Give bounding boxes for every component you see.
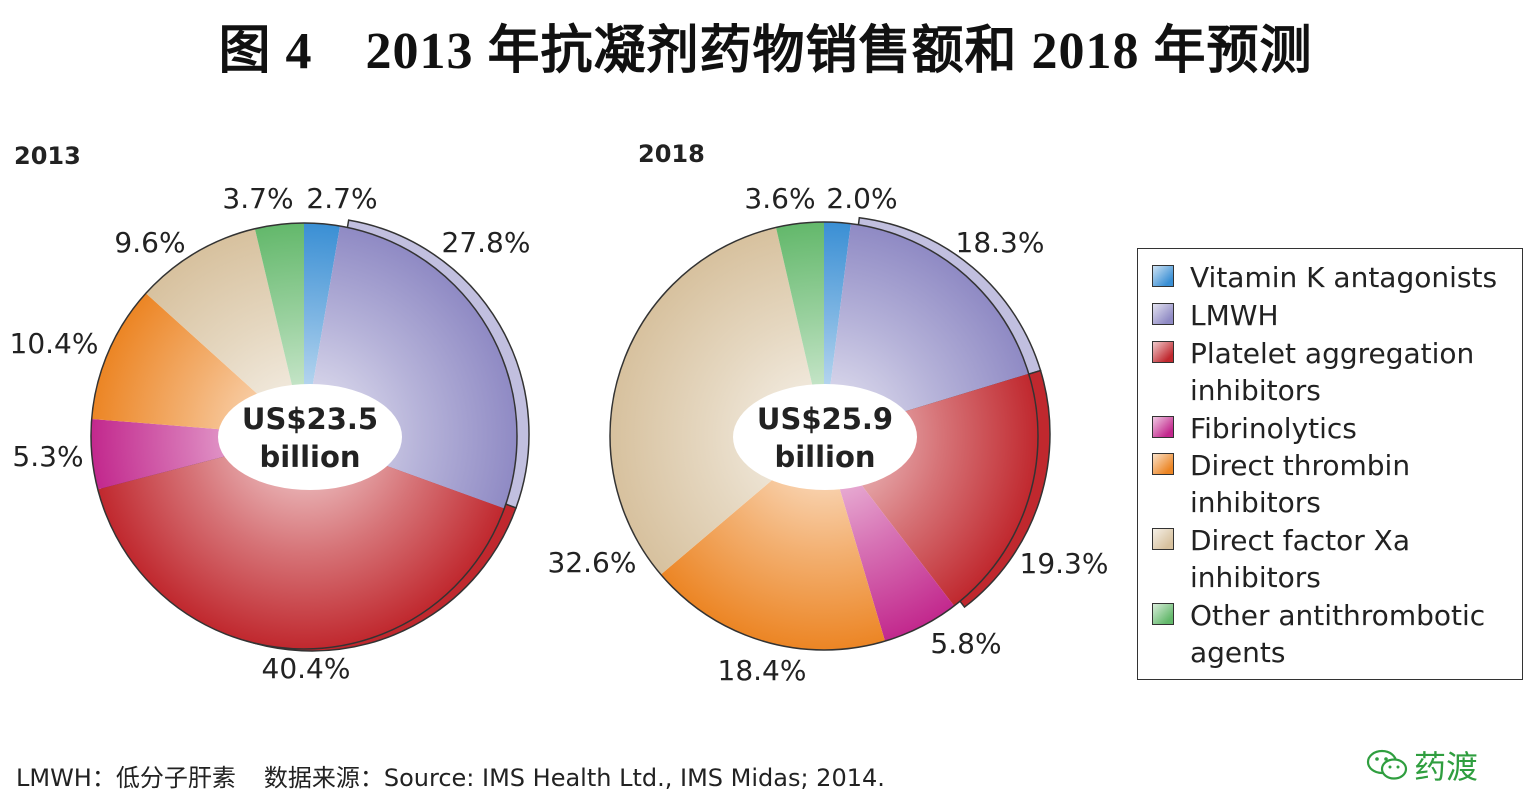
pie-2018-slice-fibrinolytics [824, 436, 955, 642]
pie-2013-slice-center-ellipse [218, 384, 402, 490]
figure-title: 图 4 2013 年抗凝剂药物销售额和 2018 年预测 [218, 23, 1313, 80]
legend: Vitamin K antagonists LMWH Platelet aggr… [1137, 248, 1523, 680]
watermark-text: 药渡 [1414, 748, 1479, 786]
pie-2018-label-dfxa: 32.6% [548, 546, 637, 579]
watermark: 药渡 [1366, 742, 1478, 788]
pie-2018-slice-center-ellipse [733, 384, 917, 490]
pie-2018-total-value: US$25.9 [757, 402, 893, 436]
pie-2013: US$23.5 billion 2.7% 27.8% 40.4% 5.3% 10.4% 9.6… [10, 182, 531, 685]
pie-2018-slice-vka [824, 222, 851, 436]
legend-swatch-lmwh [1152, 303, 1174, 325]
pie-2018-slice-dfxa [610, 227, 824, 575]
pie-2013-slice-other [254, 223, 304, 436]
legend-label-platelet-line2: inhibitors [1190, 374, 1321, 407]
pie-2018-label-vka: 2.0% [826, 182, 897, 215]
legend-label-fibrinolytics: Fibrinolytics [1190, 412, 1357, 445]
legend-label-dti-line2: inhibitors [1190, 486, 1321, 519]
legend-label-dfxa: Direct factor Xa [1190, 524, 1411, 557]
pie-2018-total-unit: billion [774, 440, 875, 474]
pie-2018-label-fibrinolytics: 5.8% [930, 627, 1001, 660]
pie-2013-label-dti: 10.4% [10, 327, 99, 360]
pie-2013-label-vka: 2.7% [306, 182, 377, 215]
pie-2013-label-platelet: 40.4% [262, 652, 351, 685]
pie-2013-slice-vka [304, 222, 340, 436]
legend-label-lmwh: LMWH [1190, 299, 1279, 332]
footnote-abbreviation: LMWH：低分子肝素 [16, 764, 236, 792]
legend-swatch-platelet [1152, 341, 1174, 363]
pie-2013-label-fibrinolytics: 5.3% [12, 440, 83, 473]
wechat-icon [1366, 749, 1408, 780]
legend-label-other: Other antithrombotic [1190, 599, 1486, 632]
pie-2013-label-lmwh: 27.8% [442, 226, 531, 259]
pie-2018-slice-other [776, 222, 824, 436]
pie-2018-label-lmwh: 18.3% [956, 226, 1045, 259]
pie-2013-total-unit: billion [259, 440, 360, 474]
footnote: LMWH：低分子肝素 数据来源：Source: IMS Health Ltd., … [16, 758, 885, 793]
footnote-source: 数据来源：Source: IMS Health Ltd., IMS Midas;… [263, 764, 885, 792]
pie-2018-label-dti: 18.4% [718, 654, 807, 687]
pie-2013-total-value: US$23.5 [242, 402, 378, 436]
legend-swatch-dfxa [1152, 528, 1174, 550]
pie-2013-label-dfxa: 9.6% [114, 226, 185, 259]
pie-2018-slice-lmwh [824, 223, 1029, 436]
legend-label-vka: Vitamin K antagonists [1190, 261, 1498, 294]
pie-2013-slice-outline [90, 222, 518, 650]
legend-swatch-dti [1152, 453, 1174, 475]
legend-label-dti: Direct thrombin [1190, 449, 1411, 482]
legend-swatch-fibrinolytics [1152, 416, 1174, 438]
pie-2013-slice-dfxa [145, 228, 304, 436]
pie-2018-label-other: 3.6% [744, 182, 815, 215]
legend-swatch-other [1152, 603, 1174, 625]
chart-2018-year-label: 2018 [638, 140, 705, 168]
legend-label-platelet: Platelet aggregation [1190, 337, 1475, 370]
pie-2018-label-platelet: 19.3% [1020, 547, 1109, 580]
chart-2013-year-label: 2013 [14, 142, 81, 170]
pie-2013-label-other: 3.7% [222, 182, 293, 215]
pie-2018-slice-outline [609, 221, 1039, 651]
legend-label-dfxa-line2: inhibitors [1190, 561, 1321, 594]
pie-2013-slice-platelet [97, 436, 505, 650]
pie-2018: US$25.9 billion 2.0% 18.3% 19.3% 5.8% 18.4% 32.… [548, 182, 1109, 687]
legend-label-other-line2: agents [1190, 636, 1286, 669]
legend-swatch-vka [1152, 265, 1174, 287]
